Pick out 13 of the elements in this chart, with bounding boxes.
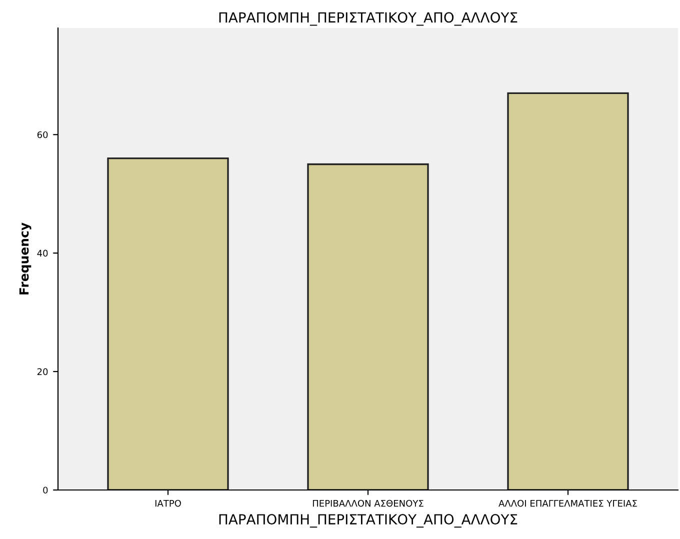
x-tick-label: ΠΕΡΙΒΑΛΛΟΝ ΑΣΘΕΝΟΥΣ [312,500,424,507]
chart-title: ΠΑΡΑΠΟΜΠΗ_ΠΕΡΙΣΤΑΤΙΚΟΥ_ΑΠΟ_ΑΛΛΟΥΣ [219,12,518,26]
bar [107,157,229,490]
x-axis-title: ΠΑΡΑΠΟΜΠΗ_ΠΕΡΙΣΤΑΤΙΚΟΥ_ΑΠΟ_ΑΛΛΟΥΣ [219,514,518,528]
y-tick-label: 40 [37,250,48,257]
y-axis-title: Frequency [19,222,32,294]
y-tick-label: 60 [37,131,48,138]
x-tick-label: ΙΑΤΡΟ [155,500,181,507]
x-tick-label: ΑΛΛΟΙ ΕΠΑΓΓΕΛΜΑΤΙΕΣ ΥΓΕΙΑΣ [498,500,637,507]
bar [307,163,429,490]
y-tick-label: 0 [43,486,48,494]
bar [507,92,629,490]
y-tick-label: 20 [37,368,48,376]
